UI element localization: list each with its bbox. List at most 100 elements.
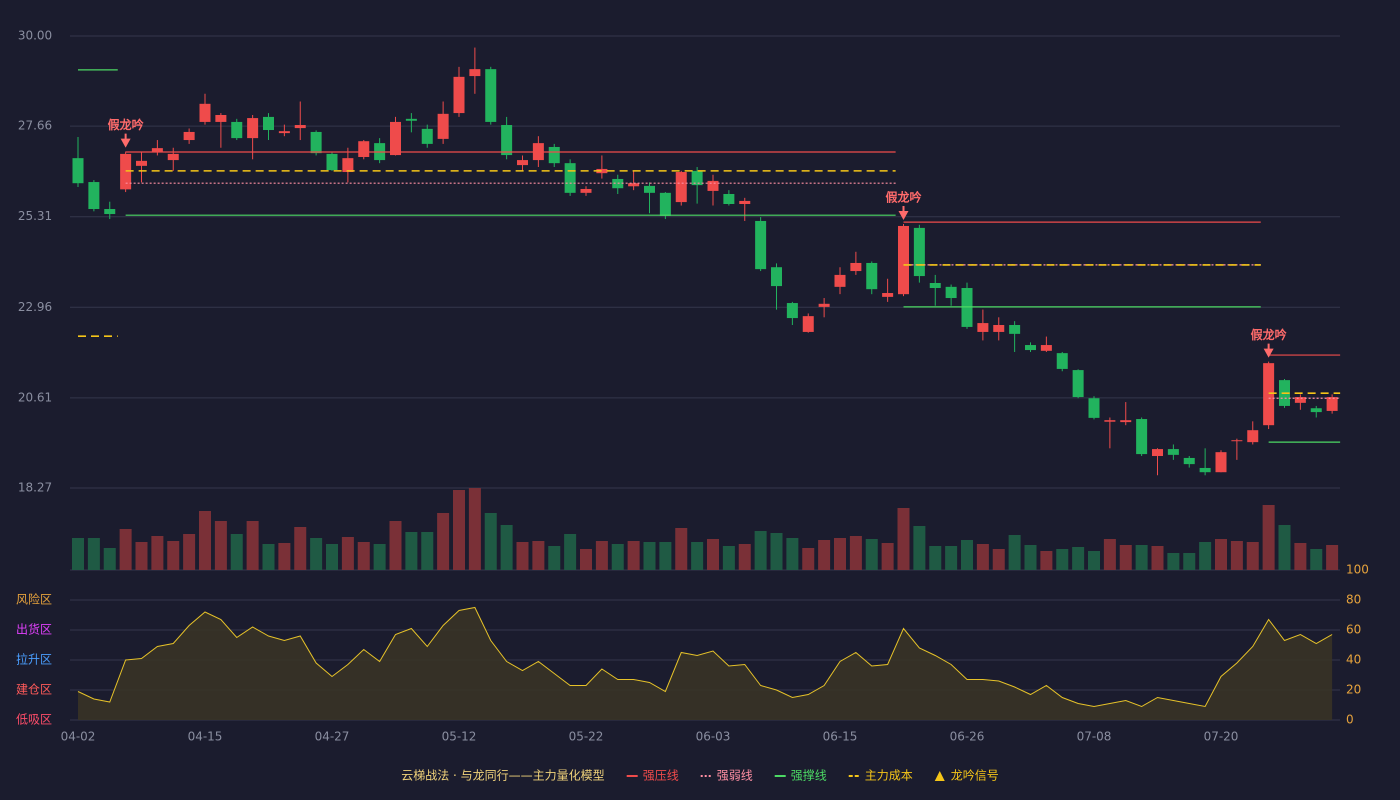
volume-bar [818,540,831,570]
candle-body [1088,398,1100,418]
x-tick-label: 07-20 [1204,730,1239,744]
volume-bar [865,539,878,570]
candle-body [945,286,957,299]
candle-body [501,125,513,156]
volume-bar [580,549,592,570]
volume-bar [961,540,973,570]
volume-bar [659,542,672,570]
indicator-tick-label: 0 [1346,713,1354,727]
volume-bar [373,544,386,570]
volume-bar [643,542,656,570]
volume-bar [1246,542,1259,570]
candle-body [1247,430,1259,443]
legend-label: 主力成本 [865,769,913,783]
indicator-line [77,606,1333,708]
candle-body [882,293,894,297]
volume-bar [119,529,132,570]
candle-body [421,128,433,144]
volume-bar [437,513,450,570]
y-tick-label: 27.66 [18,119,52,133]
x-tick-label: 04-15 [188,730,223,744]
candle-body [453,76,465,114]
volume-bar [87,538,100,570]
candle-body [136,160,147,166]
volume-bar [151,536,164,570]
volume-bar [929,546,942,570]
candle-body [310,131,322,154]
volume-bar [405,532,418,570]
indicator-tick-label: 60 [1346,623,1361,637]
candle-body [564,163,576,193]
volume-bar [564,534,577,570]
volume-bar [722,546,735,570]
x-tick-label: 05-22 [569,730,604,744]
volume-bar [516,542,529,570]
candle-body [755,220,767,270]
indicator-area [78,607,1333,720]
candle-body [1231,440,1243,442]
volume-bar [754,531,767,570]
candle-body [913,227,925,277]
candle-body [1183,457,1195,465]
candle-body [628,183,640,187]
indicator-tick-label: 40 [1346,653,1361,667]
y-tick-label: 22.96 [18,300,52,314]
candle-body [929,283,941,289]
volume-bar [691,542,704,570]
volume-bar [738,544,751,570]
candle-body [691,170,703,186]
indicator-tick-label: 100 [1346,563,1369,577]
candle-body [548,146,560,164]
volume-bar [976,544,989,570]
candle-body [1263,363,1275,426]
zone-label: 拉升区 [16,652,52,667]
x-tick-label: 04-27 [315,730,350,744]
candle-body [898,225,909,295]
legend-title: 云梯战法 · 与龙同行——主力量化模型 [401,769,604,783]
volume-bar [1072,547,1085,570]
zone-label: 低吸区 [16,713,52,727]
candle-body [802,316,814,332]
x-tick-label: 06-15 [823,730,858,744]
candle-body [1009,325,1021,334]
legend-label: 强撑线 [791,768,827,783]
candle-body [1056,353,1068,369]
volume-bar [214,521,227,570]
candle-body [517,160,528,166]
candle-body [1040,345,1052,351]
candle-body [596,168,608,174]
volume-bar [1310,549,1323,570]
candle-body [866,262,878,290]
candle-body [1120,420,1132,423]
volume-bar [103,548,116,570]
candle-body [644,185,655,193]
volume-bar [1278,525,1291,570]
candle-body [167,153,179,161]
candle-body [405,118,417,121]
volume-bar [802,548,815,570]
candle-body [707,180,719,191]
candle-body [104,209,116,215]
volume-bar [167,541,180,570]
y-tick-label: 25.31 [18,209,52,223]
candle-body [247,118,259,139]
candle-body [294,125,306,129]
volume-bar [1119,545,1132,570]
candle-body [390,121,401,156]
legend-swatch [934,771,945,781]
candle-body [1104,420,1116,422]
candle-body [72,158,84,184]
volume-bar [453,490,465,570]
volume-bar [357,542,370,570]
volume-bar [897,508,910,570]
candle-body [818,303,830,307]
volume-bar [675,528,688,570]
volume-bar [945,546,958,570]
volume-bar [326,544,338,570]
candle-body [723,193,735,205]
indicator-tick-label: 80 [1346,593,1361,607]
volume-bar [468,488,481,570]
signal-label: 假龙吟 [885,190,921,205]
volume-bar [1151,546,1164,570]
